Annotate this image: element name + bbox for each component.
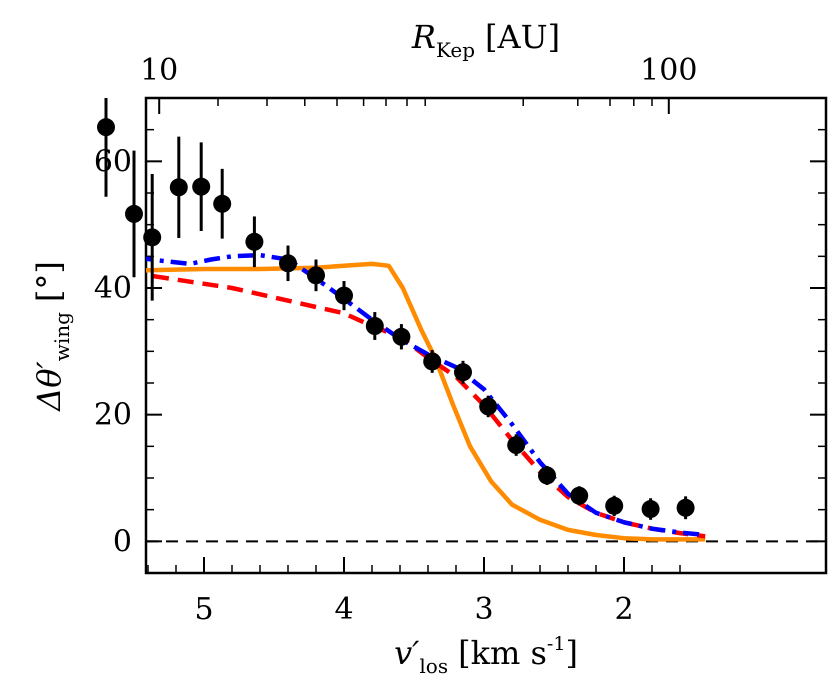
x-axis-label: v′los [km s-1] bbox=[394, 633, 578, 677]
data-point bbox=[641, 500, 660, 519]
data-point bbox=[245, 232, 264, 251]
x-tick-labels: 5 4 3 2 bbox=[194, 592, 633, 627]
data-point bbox=[454, 363, 472, 382]
y-tick-labels: 0 20 40 60 bbox=[94, 144, 132, 559]
data-point bbox=[125, 204, 143, 223]
data-point bbox=[97, 118, 115, 137]
data-point bbox=[507, 436, 526, 455]
x-tick-label: 2 bbox=[614, 592, 633, 627]
x-tick-label: 4 bbox=[334, 592, 353, 627]
data-point bbox=[307, 266, 325, 285]
top-tick-labels: 10 100 bbox=[140, 53, 697, 88]
data-point bbox=[676, 498, 695, 517]
x-tick-label: 3 bbox=[474, 592, 493, 627]
data-points bbox=[97, 98, 695, 520]
data-point bbox=[213, 194, 232, 213]
y-tick-label: 40 bbox=[94, 271, 132, 306]
data-point bbox=[423, 352, 442, 371]
x-tick-label: 5 bbox=[194, 592, 213, 627]
data-point bbox=[279, 254, 297, 273]
plot-frame bbox=[144, 96, 828, 575]
data-point bbox=[538, 466, 556, 485]
data-point bbox=[605, 496, 624, 515]
y-tick-label: 60 bbox=[94, 144, 132, 179]
model-line-dashed bbox=[146, 272, 706, 539]
data-point bbox=[169, 178, 188, 197]
top-tick-label: 10 bbox=[140, 53, 178, 88]
data-point bbox=[335, 286, 353, 305]
data-point bbox=[570, 486, 589, 505]
y-tick-label: 0 bbox=[113, 524, 132, 559]
data-point bbox=[392, 327, 411, 346]
y-tick-label: 20 bbox=[94, 398, 132, 433]
axis-ticks bbox=[146, 97, 826, 574]
data-point bbox=[479, 397, 498, 416]
data-point bbox=[365, 317, 384, 335]
top-axis-label: RKep [AU] bbox=[411, 18, 560, 62]
y-axis-label: Δθ′wing[°] bbox=[30, 261, 74, 413]
top-tick-label: 100 bbox=[640, 53, 697, 88]
data-point bbox=[192, 177, 211, 196]
data-point bbox=[143, 228, 162, 247]
